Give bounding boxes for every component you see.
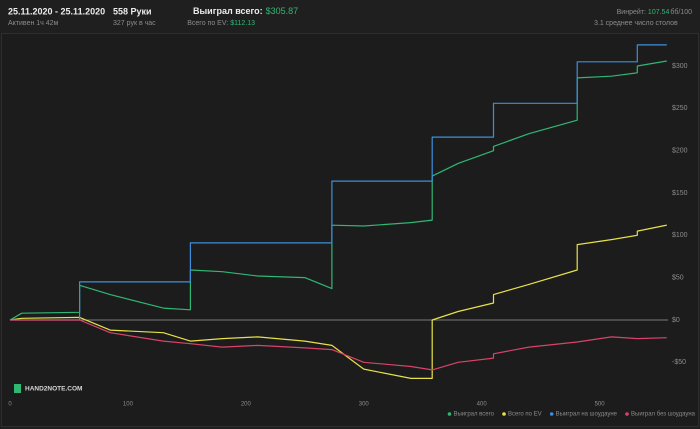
winrate-label: Винрейт: xyxy=(617,8,646,16)
x-tick-label: 0 xyxy=(8,402,12,408)
ev-value: $112.13 xyxy=(230,20,255,27)
y-tick-label: $0 xyxy=(672,317,680,324)
legend-label: Выиграл без шоудауна xyxy=(631,412,696,418)
won-total-value: $305.87 xyxy=(266,6,299,16)
won-total: Выиграл всего: $305.87 xyxy=(193,6,298,16)
y-tick-label: $100 xyxy=(672,232,688,239)
watermark: HAND2NOTE.COM xyxy=(25,386,82,393)
logo-icon xyxy=(14,384,21,393)
x-tick-label: 400 xyxy=(477,402,488,408)
series-line xyxy=(9,224,667,379)
winrate-value: 107.54 xyxy=(648,9,670,16)
winrate: Винрейт: 107.54бб/100 xyxy=(617,8,692,16)
x-tick-label: 300 xyxy=(359,402,370,408)
legend-label: Выиграл на шоудауне xyxy=(556,412,618,418)
legend-label: Всего по EV xyxy=(508,412,542,418)
ev-total: Всего по EV: $112.13 xyxy=(187,20,255,27)
y-tick-label: $150 xyxy=(672,190,688,197)
y-tick-label: $300 xyxy=(672,63,688,70)
hands-per-hour: 327 рук в час xyxy=(113,20,156,27)
x-tick-label: 100 xyxy=(123,402,134,408)
x-tick-label: 200 xyxy=(241,402,252,408)
ev-label: Всего по EV: xyxy=(187,20,228,27)
active-time: Активен 1ч 42м xyxy=(8,20,59,27)
y-tick-label: $200 xyxy=(672,148,688,155)
y-tick-label: -$50 xyxy=(672,359,686,366)
legend-label: Выиграл всего xyxy=(453,412,494,418)
tables: 3.1 среднее число столов xyxy=(594,20,678,27)
x-tick-label: 500 xyxy=(595,402,606,408)
legend-swatch xyxy=(447,412,452,416)
plot-frame xyxy=(1,33,699,427)
y-tick-label: $250 xyxy=(672,105,688,112)
series-line xyxy=(10,44,667,321)
date-range: 25.11.2020 - 25.11.2020 xyxy=(8,6,105,16)
y-tick-label: $50 xyxy=(672,274,684,281)
hands: 558 Руки xyxy=(113,6,152,16)
legend-swatch xyxy=(625,412,629,416)
legend-swatch xyxy=(502,412,506,416)
legend-swatch xyxy=(549,412,554,416)
winrate-unit: бб/100 xyxy=(670,8,692,16)
series-line xyxy=(10,319,667,371)
won-total-label: Выиграл всего: xyxy=(193,6,263,16)
